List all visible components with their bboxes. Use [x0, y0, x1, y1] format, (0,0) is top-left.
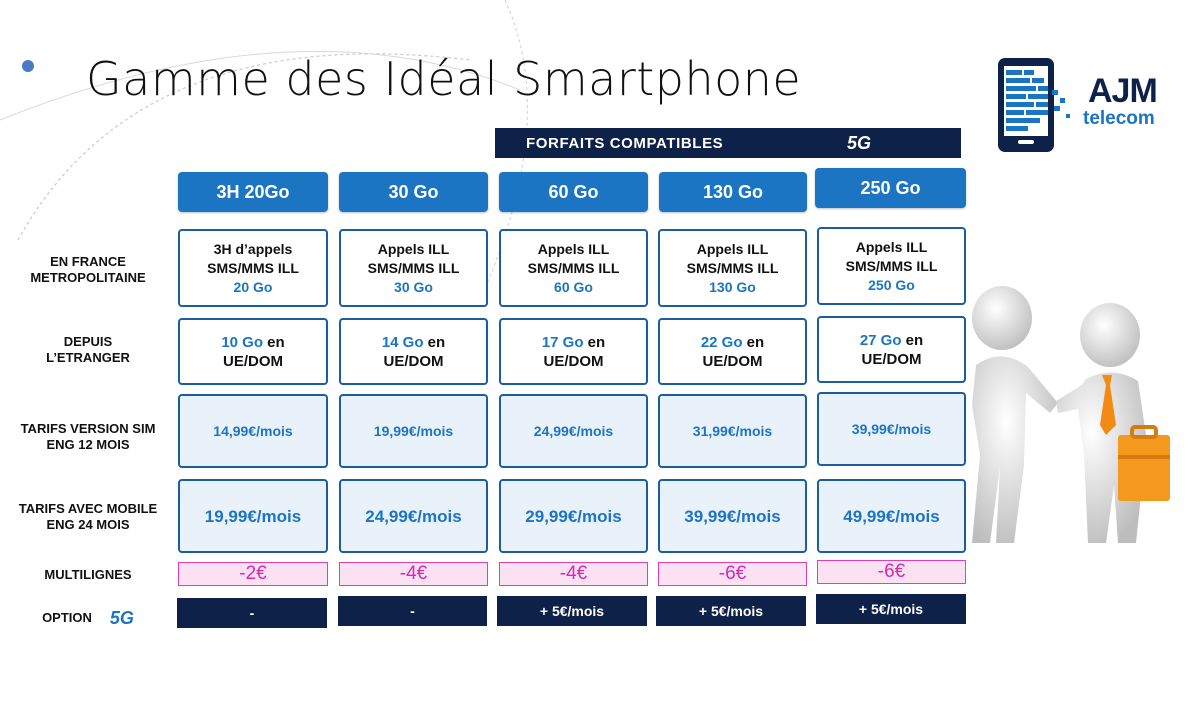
- logo-sub: telecom: [1083, 108, 1155, 129]
- plan-header-130go: 130 Go: [659, 172, 807, 212]
- logo-name: AJM: [1088, 72, 1158, 110]
- row-label-abroad-line2: L’ETRANGER: [46, 350, 130, 365]
- france-data: 250 Go: [868, 276, 915, 293]
- abroad-zone: UE/DOM: [861, 350, 922, 368]
- abroad-data: 27 Go: [859, 331, 902, 349]
- france-sms: SMS/MMS ILL: [207, 259, 299, 276]
- france-sms: SMS/MMS ILL: [367, 259, 460, 276]
- abroad-suffix: en: [901, 331, 924, 349]
- abroad-zone: UE/DOM: [543, 352, 604, 370]
- france-sms: SMS/MMS ILL: [845, 257, 938, 274]
- banner-label: FORFAITS COMPATIBLES: [526, 134, 724, 152]
- handshake-illustration: [972, 286, 1170, 543]
- cell-price-sim-60go: 24,99€/mois: [499, 394, 648, 468]
- option-5g-60go: + 5€/mois: [497, 596, 647, 626]
- cell-price-mobile-3h20go: 19,99€/mois: [178, 479, 328, 553]
- france-calls: Appels ILL: [377, 240, 450, 257]
- france-data: 30 Go: [394, 278, 433, 295]
- option-5g-130go: + 5€/mois: [656, 596, 806, 626]
- row-label-multilines: MULTILIGNES: [44, 567, 132, 582]
- france-data: 130 Go: [709, 278, 756, 295]
- cell-price-sim-130go: 31,99€/mois: [658, 394, 807, 468]
- abroad-data: 10 Go: [221, 333, 263, 351]
- cell-price-mobile-30go: 24,99€/mois: [339, 479, 488, 553]
- row-label-mobile-line1: TARIFS AVEC MOBILE: [18, 501, 158, 516]
- cell-price-sim-3h20go: 14,99€/mois: [178, 394, 328, 468]
- row-label-sim: TARIFS VERSION SIM ENG 12 MOIS: [0, 421, 176, 453]
- france-calls: Appels ILL: [855, 238, 928, 255]
- cell-france-250go: Appels ILL SMS/MMS ILL 250 Go: [817, 227, 966, 305]
- cell-price-mobile-250go: 49,99€/mois: [817, 479, 966, 553]
- abroad-data: 17 Go: [541, 333, 584, 351]
- france-calls: 3H d’appels: [213, 240, 293, 257]
- option-5g-250go: + 5€/mois: [816, 594, 966, 624]
- option-5g-3h20go: -: [177, 598, 327, 628]
- cell-price-mobile-60go: 29,99€/mois: [499, 479, 648, 553]
- plan-header-30go: 30 Go: [339, 172, 488, 212]
- plan-header-250go: 250 Go: [815, 168, 966, 208]
- cell-price-sim-250go: 39,99€/mois: [817, 392, 966, 466]
- cell-price-sim-30go: 19,99€/mois: [339, 394, 488, 468]
- cell-france-30go: Appels ILL SMS/MMS ILL 30 Go: [339, 229, 488, 307]
- cell-price-mobile-130go: 39,99€/mois: [658, 479, 807, 553]
- banner-5g-badge: 5G: [847, 133, 872, 153]
- france-data: 60 Go: [554, 278, 593, 295]
- row-label-option: OPTION 5G: [0, 608, 176, 628]
- france-calls: Appels ILL: [537, 240, 610, 257]
- multiline-discount-250go: -6€: [817, 560, 966, 584]
- multiline-discount-60go: -4€: [499, 562, 648, 586]
- france-sms: SMS/MMS ILL: [527, 259, 620, 276]
- france-sms: SMS/MMS ILL: [686, 259, 779, 276]
- row-label-sim-line1: TARIFS VERSION SIM: [20, 421, 156, 436]
- option-5g-badge: 5G: [109, 608, 134, 628]
- option-5g-30go: -: [338, 596, 487, 626]
- france-calls: Appels ILL: [696, 240, 769, 257]
- cell-abroad-250go: 27 Go en UE/DOM: [817, 316, 966, 383]
- abroad-data: 14 Go: [381, 333, 424, 351]
- cell-abroad-3h20go: 10 Go en UE/DOM: [178, 318, 328, 385]
- multiline-discount-30go: -4€: [339, 562, 488, 586]
- abroad-suffix: en: [583, 333, 606, 351]
- row-label-abroad-line1: DEPUIS: [63, 334, 113, 349]
- multiline-discount-3h20go: -2€: [178, 562, 328, 586]
- ajm-logo-icon: [998, 58, 1070, 152]
- plan-header-60go: 60 Go: [499, 172, 648, 212]
- abroad-zone: UE/DOM: [223, 352, 283, 370]
- abroad-data: 22 Go: [700, 333, 743, 351]
- row-label-mobile-line2: ENG 24 MOIS: [46, 517, 130, 532]
- abroad-zone: UE/DOM: [383, 352, 444, 370]
- row-label-france: EN FRANCE METROPOLITAINE: [0, 254, 176, 286]
- cell-france-130go: Appels ILL SMS/MMS ILL 130 Go: [658, 229, 807, 307]
- row-label-abroad: DEPUIS L’ETRANGER: [0, 334, 176, 366]
- compatible-plans-banner: FORFAITS COMPATIBLES 5G: [495, 128, 961, 158]
- abroad-suffix: en: [742, 333, 765, 351]
- row-label-france-line1: EN FRANCE: [50, 254, 126, 269]
- cell-france-3h20go: 3H d’appels SMS/MMS ILL 20 Go: [178, 229, 328, 307]
- cell-abroad-130go: 22 Go en UE/DOM: [658, 318, 807, 385]
- row-label-sim-line2: ENG 12 MOIS: [46, 437, 130, 452]
- cell-abroad-30go: 14 Go en UE/DOM: [339, 318, 488, 385]
- row-label-france-line2: METROPOLITAINE: [30, 270, 146, 285]
- plan-header-3h20go: 3H 20Go: [178, 172, 328, 212]
- cell-france-60go: Appels ILL SMS/MMS ILL 60 Go: [499, 229, 648, 307]
- row-label-mobile: TARIFS AVEC MOBILE ENG 24 MOIS: [0, 501, 176, 533]
- abroad-suffix: en: [423, 333, 446, 351]
- france-data: 20 Go: [233, 278, 273, 295]
- abroad-suffix: en: [263, 333, 285, 351]
- page-title: Gamme des Idéal Smartphone: [86, 52, 802, 106]
- cell-abroad-60go: 17 Go en UE/DOM: [499, 318, 648, 385]
- row-label-option-text: OPTION: [42, 610, 92, 625]
- multiline-discount-130go: -6€: [658, 562, 807, 586]
- abroad-zone: UE/DOM: [702, 352, 763, 370]
